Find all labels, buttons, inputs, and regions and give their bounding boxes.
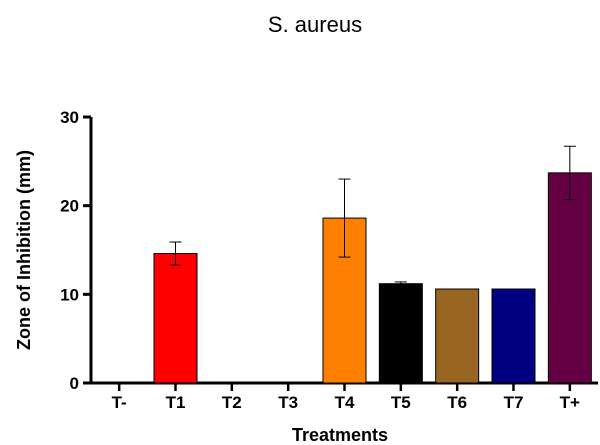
x-axis-label: Treatments <box>292 425 388 445</box>
x-tick-label: T6 <box>447 393 467 412</box>
x-tick-label: T4 <box>335 393 355 412</box>
x-tick-label: T3 <box>278 393 298 412</box>
x-tick-label: T2 <box>222 393 242 412</box>
bar-T6 <box>435 288 480 384</box>
x-tick-label: T- <box>112 393 127 412</box>
bar-T7 <box>491 288 536 384</box>
x-tick-label: T1 <box>166 393 186 412</box>
y-tick-label: 10 <box>60 285 79 304</box>
plot-area: 0 10 20 30 T- T1 T2 T3 T4 T5 T6 T7 T+ <box>60 108 598 412</box>
y-axis-label: Zone of Inhibition (mm) <box>14 150 34 350</box>
bar-T+ <box>547 172 592 384</box>
x-tick-label: T+ <box>560 393 580 412</box>
bar-T5 <box>378 283 423 384</box>
y-tick-label: 30 <box>60 108 79 127</box>
chart-title: S. aureus <box>268 12 362 37</box>
x-tick-label: T5 <box>391 393 411 412</box>
bar-T1 <box>153 253 198 384</box>
y-tick-label: 0 <box>70 374 79 393</box>
x-tick-label: T7 <box>504 393 524 412</box>
y-tick-label: 20 <box>60 197 79 216</box>
